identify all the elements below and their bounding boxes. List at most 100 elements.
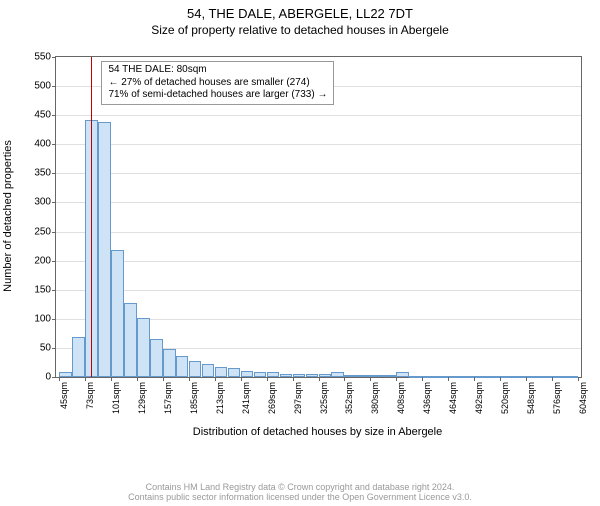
histogram-bar xyxy=(383,375,396,377)
histogram-bar xyxy=(539,376,552,377)
y-tick-label: 550 xyxy=(34,52,51,63)
x-tick xyxy=(422,377,423,381)
y-tick-label: 300 xyxy=(34,197,51,208)
x-tick xyxy=(293,377,294,381)
x-tick xyxy=(319,377,320,381)
y-tick-label: 100 xyxy=(34,313,51,324)
x-tick-label: 297sqm xyxy=(293,382,303,414)
x-tick xyxy=(500,377,501,381)
y-tick xyxy=(52,86,56,87)
histogram-bar xyxy=(396,372,409,377)
histogram-bar xyxy=(461,376,474,377)
y-tick-label: 500 xyxy=(34,81,51,92)
histogram-bar xyxy=(202,364,215,377)
histogram-bar xyxy=(163,349,176,377)
y-tick xyxy=(52,173,56,174)
y-tick xyxy=(52,115,56,116)
y-axis-label: Number of detached properties xyxy=(2,140,14,292)
y-tick xyxy=(52,290,56,291)
x-tick-label: 408sqm xyxy=(396,382,406,414)
x-tick xyxy=(448,377,449,381)
y-tick xyxy=(52,202,56,203)
x-tick-label: 45sqm xyxy=(59,382,69,409)
y-tick xyxy=(52,319,56,320)
x-tick xyxy=(396,377,397,381)
x-tick xyxy=(85,377,86,381)
y-tick xyxy=(52,377,56,378)
histogram-bar xyxy=(176,356,189,377)
y-tick-label: 0 xyxy=(45,372,51,383)
gridline xyxy=(56,115,581,116)
x-tick xyxy=(474,377,475,381)
histogram-bar xyxy=(306,374,319,377)
x-tick-label: 185sqm xyxy=(189,382,199,414)
histogram-bar xyxy=(241,371,254,377)
footer-line-1: Contains HM Land Registry data © Crown c… xyxy=(0,482,600,492)
plot-area: 05010015020025030035040045050055045sqm73… xyxy=(55,56,582,378)
x-tick xyxy=(163,377,164,381)
y-tick-label: 200 xyxy=(34,255,51,266)
y-tick-label: 150 xyxy=(34,284,51,295)
x-tick-label: 352sqm xyxy=(344,382,354,414)
x-tick-label: 101sqm xyxy=(111,382,121,414)
y-tick xyxy=(52,261,56,262)
x-tick-label: 520sqm xyxy=(500,382,510,414)
y-tick-label: 50 xyxy=(40,342,51,353)
x-tick xyxy=(59,377,60,381)
y-tick xyxy=(52,144,56,145)
histogram-bar xyxy=(254,372,267,377)
histogram-bar xyxy=(526,376,539,377)
y-tick xyxy=(52,232,56,233)
histogram-bar xyxy=(565,376,578,377)
x-tick-label: 576sqm xyxy=(552,382,562,414)
gridline xyxy=(56,261,581,262)
histogram-bar xyxy=(124,303,137,377)
footer-line-2: Contains public sector information licen… xyxy=(0,492,600,502)
x-tick-label: 380sqm xyxy=(370,382,380,414)
gridline xyxy=(56,173,581,174)
x-tick-label: 492sqm xyxy=(474,382,484,414)
x-tick xyxy=(526,377,527,381)
x-tick-label: 129sqm xyxy=(137,382,147,414)
gridline xyxy=(56,144,581,145)
histogram-bar xyxy=(409,376,422,377)
y-tick-label: 350 xyxy=(34,168,51,179)
y-tick xyxy=(52,348,56,349)
histogram-bar xyxy=(137,318,150,377)
x-tick-label: 436sqm xyxy=(422,382,432,414)
x-tick-label: 464sqm xyxy=(448,382,458,414)
x-tick xyxy=(137,377,138,381)
histogram-bar xyxy=(552,376,565,377)
y-tick-label: 450 xyxy=(34,110,51,121)
histogram-bar xyxy=(474,376,487,377)
histogram-bar xyxy=(72,337,85,377)
y-tick-label: 400 xyxy=(34,139,51,150)
histogram-bar xyxy=(280,374,293,377)
reference-line xyxy=(91,57,92,377)
footer: Contains HM Land Registry data © Crown c… xyxy=(0,482,600,502)
histogram-bar xyxy=(487,376,500,377)
x-tick-label: 604sqm xyxy=(578,382,588,414)
x-tick-label: 157sqm xyxy=(163,382,173,414)
x-tick-label: 213sqm xyxy=(215,382,225,414)
histogram-bar xyxy=(422,376,435,377)
histogram-bar xyxy=(357,375,370,377)
gridline xyxy=(56,232,581,233)
x-tick xyxy=(215,377,216,381)
histogram-bar xyxy=(500,376,513,377)
chart-container: 05010015020025030035040045050055045sqm73… xyxy=(0,46,600,446)
y-tick-label: 250 xyxy=(34,226,51,237)
gridline xyxy=(56,290,581,291)
gridline xyxy=(56,202,581,203)
x-tick-label: 269sqm xyxy=(267,382,277,414)
x-tick-label: 325sqm xyxy=(319,382,329,414)
histogram-bar xyxy=(344,375,357,377)
histogram-bar xyxy=(370,375,383,377)
x-tick xyxy=(552,377,553,381)
histogram-bar xyxy=(331,372,344,377)
x-tick xyxy=(111,377,112,381)
histogram-bar xyxy=(111,250,124,377)
histogram-bar xyxy=(319,374,332,377)
x-tick xyxy=(241,377,242,381)
histogram-bar xyxy=(189,361,202,377)
